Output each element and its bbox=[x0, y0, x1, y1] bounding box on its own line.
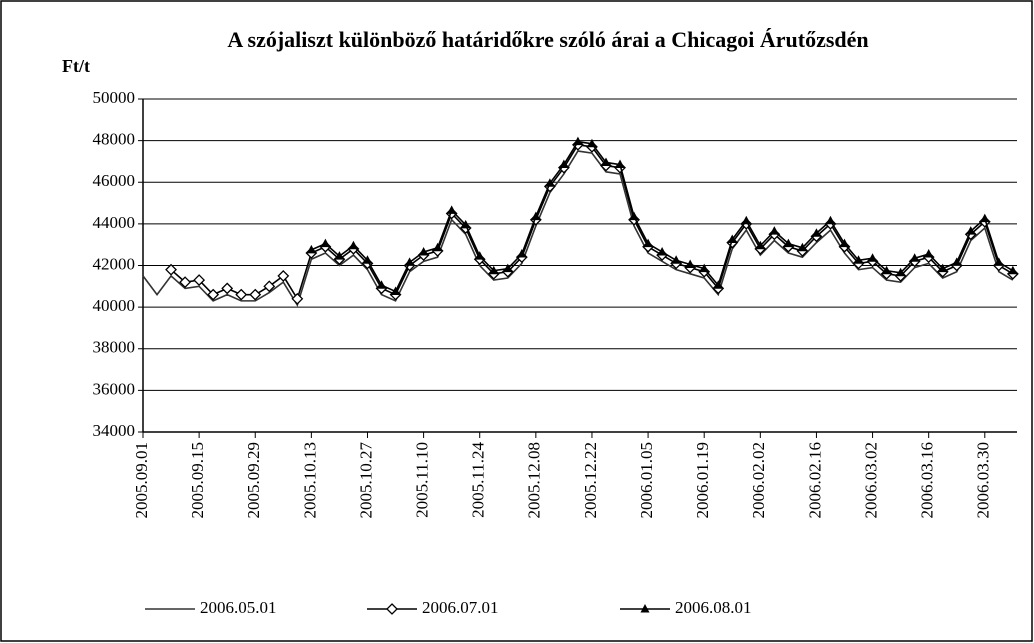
marker-diamond bbox=[291, 292, 304, 305]
x-tick-label: 2006.02.16 bbox=[805, 442, 824, 519]
marker-triangle bbox=[868, 253, 878, 262]
marker-triangle bbox=[503, 263, 513, 273]
legend-marker bbox=[386, 603, 398, 615]
marker-triangle bbox=[461, 219, 471, 229]
marker-triangle bbox=[910, 253, 920, 262]
marker-triangle bbox=[980, 213, 990, 223]
marker-triangle bbox=[755, 240, 765, 250]
chart-title: A szójaliszt különböző határidőkre szóló… bbox=[227, 27, 868, 52]
marker-triangle bbox=[615, 159, 625, 169]
y-tick-label: 48000 bbox=[93, 130, 136, 149]
marker-triangle bbox=[657, 246, 667, 256]
marker-diamond bbox=[249, 288, 262, 301]
marker-triangle bbox=[629, 211, 639, 221]
marker-triangle bbox=[334, 251, 344, 260]
marker-triangle bbox=[840, 238, 849, 248]
series-line bbox=[142, 150, 1014, 307]
x-tick-label: 2005.09.01 bbox=[132, 442, 151, 519]
marker-triangle bbox=[419, 246, 429, 256]
x-tick-label: 2006.03.30 bbox=[974, 442, 993, 519]
marker-diamond bbox=[221, 282, 234, 295]
x-tick-label: 2005.10.13 bbox=[300, 442, 319, 519]
marker-triangle bbox=[573, 136, 583, 146]
y-tick-label: 36000 bbox=[93, 379, 136, 398]
marker-triangle bbox=[643, 238, 653, 248]
marker-diamond bbox=[165, 263, 177, 276]
marker-diamond bbox=[207, 288, 220, 301]
marker-triangle bbox=[727, 234, 737, 243]
marker-triangle bbox=[966, 226, 976, 235]
marker-triangle bbox=[433, 242, 443, 252]
marker-triangle bbox=[587, 138, 597, 148]
marker-triangle bbox=[854, 255, 864, 264]
marker-triangle bbox=[306, 244, 316, 254]
y-tick-label: 38000 bbox=[93, 338, 136, 357]
marker-triangle bbox=[699, 263, 709, 273]
x-tick-label: 2005.09.29 bbox=[244, 442, 263, 519]
marker-triangle bbox=[1008, 265, 1018, 275]
marker-triangle bbox=[559, 159, 569, 169]
y-tick-label: 50000 bbox=[93, 88, 136, 107]
y-tick-label: 34000 bbox=[93, 421, 136, 440]
marker-triangle bbox=[713, 280, 723, 289]
marker-triangle bbox=[797, 242, 807, 252]
marker-diamond bbox=[179, 276, 192, 289]
marker-triangle bbox=[489, 265, 499, 275]
marker-triangle bbox=[769, 226, 779, 235]
marker-triangle bbox=[601, 157, 611, 166]
marker-triangle bbox=[475, 251, 485, 260]
marker-triangle bbox=[447, 205, 457, 214]
marker-triangle bbox=[924, 249, 934, 258]
marker-triangle bbox=[952, 257, 962, 266]
y-tick-label: 44000 bbox=[93, 213, 136, 232]
marker-diamond bbox=[277, 269, 290, 282]
x-tick-label: 2005.11.10 bbox=[413, 442, 432, 518]
x-tick-label: 2006.01.05 bbox=[637, 442, 656, 519]
y-tick-label: 46000 bbox=[93, 171, 136, 190]
x-tick-label: 2006.03.02 bbox=[861, 442, 880, 519]
x-tick-label: 2006.02.02 bbox=[749, 442, 768, 519]
marker-triangle bbox=[671, 255, 681, 264]
x-tick-label: 2005.11.24 bbox=[469, 442, 488, 518]
x-tick-label: 2006.03.16 bbox=[918, 442, 937, 519]
marker-triangle bbox=[811, 228, 821, 237]
marker-diamond bbox=[263, 280, 276, 293]
legend-label: 2006.07.01 bbox=[422, 598, 499, 617]
y-tick-label: 42000 bbox=[93, 254, 136, 273]
marker-triangle bbox=[362, 255, 372, 264]
marker-triangle bbox=[938, 263, 948, 273]
marker-triangle bbox=[783, 238, 793, 248]
marker-triangle bbox=[994, 257, 1004, 266]
marker-triangle bbox=[320, 238, 330, 248]
marker-triangle bbox=[391, 286, 401, 296]
marker-diamond bbox=[193, 274, 206, 286]
marker-diamond bbox=[235, 288, 248, 301]
x-tick-label: 2005.12.08 bbox=[525, 442, 544, 519]
legend-label: 2006.05.01 bbox=[200, 598, 277, 617]
x-tick-label: 2005.10.27 bbox=[356, 442, 375, 519]
legend-marker bbox=[640, 604, 650, 613]
marker-triangle bbox=[825, 215, 835, 225]
x-tick-label: 2005.12.22 bbox=[581, 442, 600, 519]
marker-triangle bbox=[545, 178, 555, 187]
marker-triangle bbox=[685, 259, 695, 268]
x-tick-label: 2006.01.19 bbox=[693, 442, 712, 519]
marker-triangle bbox=[405, 257, 415, 266]
y-tick-label: 40000 bbox=[93, 296, 136, 315]
x-tick-label: 2005.09.15 bbox=[188, 442, 207, 519]
marker-triangle bbox=[531, 211, 541, 221]
marker-triangle bbox=[741, 215, 751, 225]
marker-triangle bbox=[896, 267, 906, 277]
y-axis-label: Ft/t bbox=[62, 56, 90, 76]
marker-triangle bbox=[517, 249, 527, 258]
legend-label: 2006.08.01 bbox=[675, 598, 752, 617]
marker-triangle bbox=[882, 265, 892, 275]
marker-triangle bbox=[348, 240, 358, 250]
marker-triangle bbox=[377, 280, 387, 289]
